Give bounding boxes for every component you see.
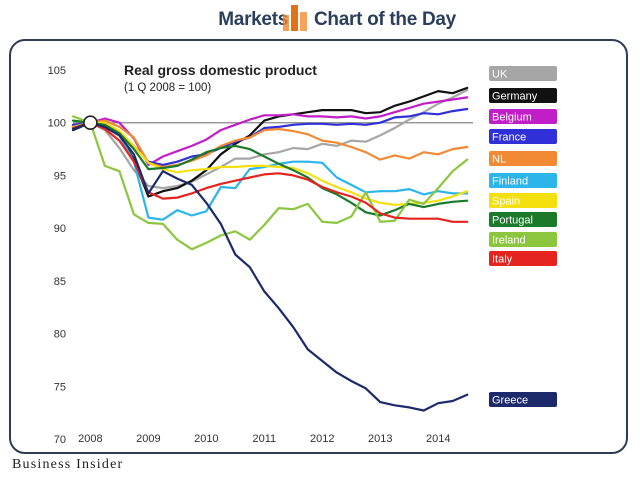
gdp-line-chart: 105 100 95 90 85 80 75 70 2008 2009 2010 2011 2012 20… [48,62,557,446]
legend-label-spain: Spain [492,196,520,208]
axes: 105 100 95 90 85 80 75 70 2008 2009 2010 2011 2012 20… [48,65,451,446]
y-tick-label: 80 [54,329,66,341]
y-tick-label: 105 [48,65,66,77]
series-line-ireland [71,115,469,251]
y-tick-label: 100 [48,118,66,130]
header-bar: Markets Chart of the Day [0,0,640,40]
x-tick-label: 2012 [310,433,334,445]
legend-swatch-france [489,129,557,144]
chart-title: Real gross domestic product [124,62,317,78]
legend-swatch-uk [489,66,557,81]
legend-swatch-portugal [489,212,557,227]
legend: UK Germany Belgium France NL Finland Spain Port… [489,66,557,407]
chart-frame: 105 100 95 90 85 80 75 70 2008 2009 2010 2011 2012 20… [9,39,628,454]
chart-subtitle: (1 Q 2008 = 100) [124,82,211,94]
legend-swatch-germany [489,88,557,103]
business-insider-brand: Business Insider [12,457,124,472]
bar-chart-logo-icon [283,5,307,31]
legend-label-belgium: Belgium [492,112,532,124]
y-tick-label: 90 [54,223,66,235]
series-lines [71,86,469,412]
x-tick-label: 2010 [194,433,218,445]
series-line-spain [71,121,469,206]
x-tick-label: 2014 [426,433,450,445]
legend-swatch-ireland [489,232,557,247]
legend-swatch-italy [489,251,557,266]
legend-label-uk: UK [492,69,508,81]
x-tick-label: 2009 [136,433,160,445]
base-point-marker [83,115,98,131]
x-tick-label: 2011 [252,433,276,445]
legend-swatch-spain [489,193,557,208]
legend-label-germany: Germany [492,91,538,103]
legend-swatch-greece [489,392,557,407]
legend-swatch-nl [489,151,557,166]
legend-label-france: France [492,132,526,144]
y-tick-label: 75 [54,381,66,393]
x-tick-label: 2008 [78,433,102,445]
legend-label-ireland: Ireland [492,235,526,247]
series-line-greece [71,121,469,412]
legend-label-portugal: Portugal [492,215,533,227]
y-tick-label: 95 [54,170,66,182]
legend-label-greece: Greece [492,395,528,407]
y-tick-label: 85 [54,276,66,288]
legend-label-italy: Italy [492,254,513,266]
series-line-germany [71,86,469,198]
header-markets-label: Markets [218,9,288,30]
legend-swatch-finland [489,173,557,188]
series-line-portugal [71,119,469,217]
y-tick-label: 70 [54,434,66,446]
series-line-nl [71,119,469,169]
legend-label-nl: NL [492,154,506,166]
legend-swatch-belgium [489,109,557,124]
x-tick-label: 2013 [368,433,392,445]
header-chart-of-the-day-label: Chart of the Day [314,9,456,30]
legend-label-finland: Finland [492,176,528,188]
